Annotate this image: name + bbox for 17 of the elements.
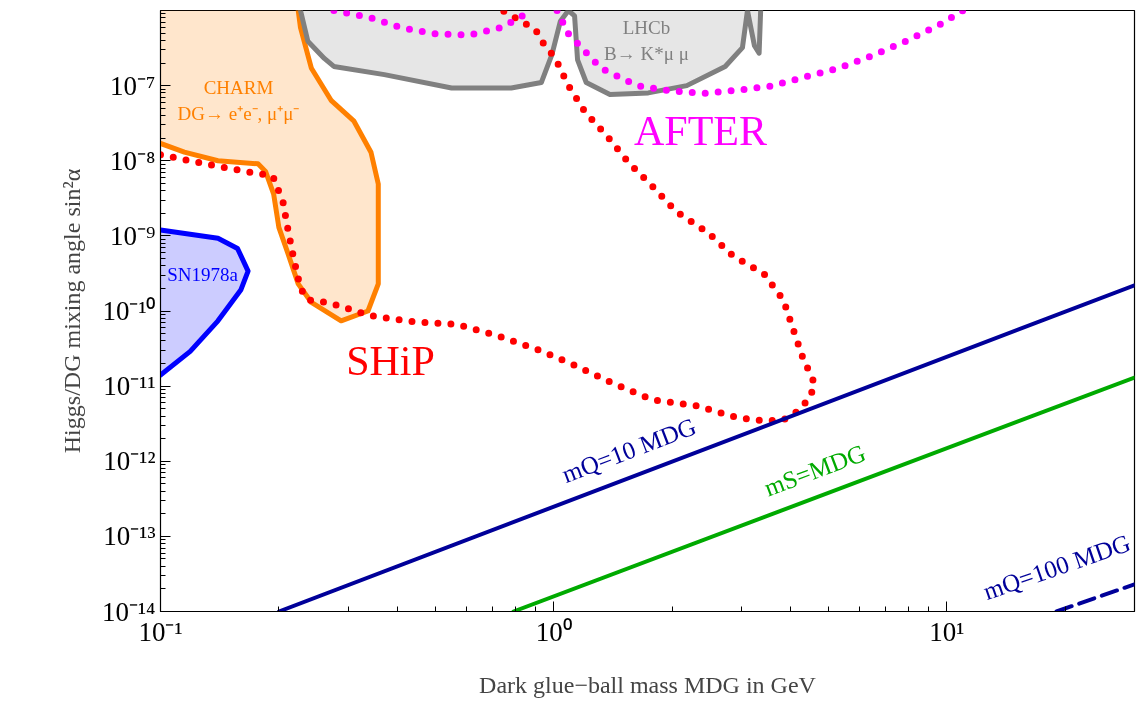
- y-tick-label: 10⁻¹⁰: [102, 296, 156, 326]
- text: mQ=10 MDG: [558, 412, 700, 488]
- x-tick-label: 10¹: [929, 616, 965, 647]
- y-tick-label: 10⁻⁷: [110, 70, 156, 101]
- x-axis-title: Dark glue−ball mass MDG in GeV: [479, 671, 817, 698]
- x-tick-label: 10⁰: [535, 616, 572, 647]
- series-label: AFTER: [633, 107, 768, 154]
- y-tick-label: 10⁻¹³: [103, 521, 156, 552]
- series-label: LHCb B→ K*μ μ: [604, 17, 689, 64]
- y-tick-label: 10⁻¹¹: [103, 371, 156, 402]
- series-label: SHiP: [346, 337, 435, 384]
- y-tick-label: 10⁻⁹: [110, 220, 156, 251]
- y-tick-label: 10⁻⁸: [110, 145, 156, 176]
- y-tick-label: 10⁻¹²: [103, 446, 156, 477]
- series-label: CHARM DG→ e⁺e⁻, μ⁺μ⁻: [177, 77, 300, 124]
- series-label: SN1978a: [167, 264, 239, 285]
- y-axis-title: Higgs/DG mixing angle sin²α: [58, 168, 85, 454]
